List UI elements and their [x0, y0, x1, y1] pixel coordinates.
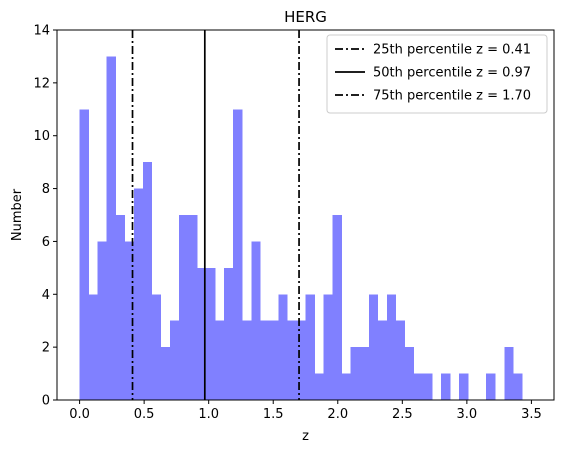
axes-frame [56, 29, 555, 401]
y-tick-label: 8 [42, 182, 50, 197]
y-tick-label: 0 [42, 394, 50, 409]
histogram-bar [269, 320, 279, 400]
x-tick-label: 2.5 [392, 407, 413, 422]
x-tick-label: 3.0 [457, 407, 478, 422]
histogram-bar [188, 215, 198, 400]
histogram-bar [422, 373, 433, 400]
histogram-bar [504, 347, 514, 400]
x-tick-label: 1.5 [263, 407, 284, 422]
histogram-bar [142, 162, 153, 400]
y-tick-label: 6 [42, 235, 50, 250]
histogram-bar [513, 373, 523, 400]
histogram-bar [115, 215, 126, 400]
x-tick-label: 2.0 [327, 407, 348, 422]
histogram-bar [413, 373, 424, 400]
y-axis-label: Number [10, 188, 25, 241]
histogram-bar [278, 294, 288, 400]
histogram-bar [178, 215, 189, 400]
histogram-bar [332, 215, 342, 400]
histogram-bar [323, 294, 333, 400]
legend-label-1: 25th percentile z = 0.41 [373, 43, 531, 58]
y-tick-label: 14 [33, 24, 50, 39]
histogram-bar [459, 373, 469, 400]
x-tick-label: 0.5 [134, 407, 155, 422]
bars-group [79, 56, 523, 401]
y-tick-label: 2 [42, 341, 50, 356]
y-tick-label: 4 [42, 288, 50, 303]
percentile-lines [131, 30, 300, 400]
y-tick-label: 10 [33, 129, 50, 144]
histogram-bar [350, 347, 361, 400]
histogram-bar [88, 294, 98, 400]
histogram-bar [160, 347, 171, 400]
x-tick-label: 3.5 [521, 407, 542, 422]
histogram-bar [215, 320, 225, 400]
legend-box [326, 34, 548, 114]
histogram-bar [197, 267, 207, 400]
legend-label-3: 75th percentile z = 1.70 [373, 89, 531, 104]
histogram-bar [251, 241, 261, 400]
x-tick-label: 1.0 [198, 407, 219, 422]
histogram-bar [124, 241, 135, 400]
histogram-bar [260, 320, 270, 400]
x-axis-label: z [302, 429, 309, 444]
histogram-bar [441, 373, 451, 400]
x-tick-label: 0.0 [69, 407, 90, 422]
histogram-bar [133, 188, 144, 400]
histogram-bar [486, 373, 496, 400]
histogram-bar [305, 294, 315, 400]
histogram-bar [359, 347, 370, 400]
histogram-bar [224, 267, 234, 400]
histogram-bar [169, 320, 180, 400]
histogram-bar [404, 347, 415, 400]
histogram-bar [296, 320, 306, 400]
histogram-bar [314, 373, 324, 400]
histogram-bar [151, 294, 162, 400]
x-ticks: 0.0 0.5 1.0 1.5 2.0 2.5 3.0 3.5 [69, 400, 542, 422]
histogram-bar [242, 320, 252, 400]
histogram-bar [377, 320, 388, 400]
legend-label-2: 50th percentile z = 0.97 [373, 66, 531, 81]
y-ticks: 0 2 4 6 8 10 12 14 [33, 24, 57, 409]
histogram-bar [386, 294, 397, 400]
histogram-bar [341, 373, 351, 400]
histogram-bar [368, 294, 379, 400]
legend: 25th percentile z = 0.41 50th percentile … [326, 34, 548, 114]
histogram-bar [206, 267, 216, 400]
plot-frame [56, 29, 555, 401]
histogram-bar [79, 109, 89, 400]
histogram-bar [233, 109, 243, 400]
chart-title: HERG [284, 8, 327, 26]
histogram-bar [287, 320, 297, 400]
histogram-bar [395, 320, 406, 400]
histogram-bar [106, 56, 117, 401]
histogram-bar [97, 241, 107, 400]
y-tick-label: 12 [33, 76, 50, 91]
